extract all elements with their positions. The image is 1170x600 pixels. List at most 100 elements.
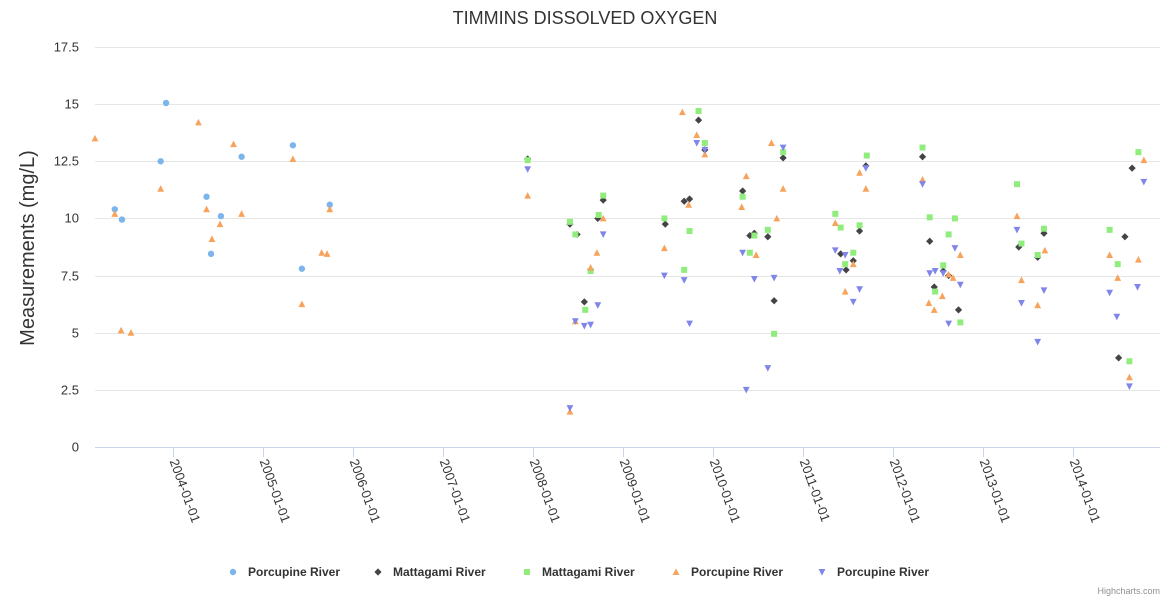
- data-point[interactable]: [779, 144, 787, 152]
- data-point[interactable]: [157, 158, 164, 165]
- data-point[interactable]: [693, 140, 701, 147]
- data-point[interactable]: [230, 140, 237, 148]
- data-point[interactable]: [203, 205, 210, 213]
- data-point[interactable]: [768, 139, 775, 146]
- data-point[interactable]: [118, 216, 126, 223]
- data-point[interactable]: [1121, 233, 1129, 241]
- data-point[interactable]: [693, 131, 701, 138]
- data-point[interactable]: [746, 249, 753, 256]
- data-point[interactable]: [831, 247, 839, 255]
- data-point[interactable]: [1013, 212, 1021, 220]
- data-point[interactable]: [849, 298, 857, 306]
- data-point[interactable]: [764, 365, 772, 372]
- data-point[interactable]: [326, 201, 333, 208]
- data-point[interactable]: [208, 235, 216, 242]
- data-point[interactable]: [572, 231, 579, 238]
- data-point[interactable]: [945, 320, 953, 328]
- data-point[interactable]: [1034, 252, 1041, 258]
- data-point[interactable]: [580, 298, 588, 306]
- data-point[interactable]: [587, 263, 595, 271]
- legend-item-2[interactable]: Mattagami River: [374, 565, 486, 579]
- data-point[interactable]: [945, 270, 953, 278]
- data-point[interactable]: [157, 185, 165, 192]
- data-point[interactable]: [1018, 300, 1025, 307]
- data-point[interactable]: [162, 99, 170, 107]
- data-point[interactable]: [862, 165, 870, 172]
- data-point[interactable]: [956, 251, 964, 258]
- legend-label[interactable]: Mattagami River: [393, 565, 486, 579]
- data-point[interactable]: [1041, 246, 1049, 254]
- data-point[interactable]: [1034, 301, 1042, 309]
- data-point[interactable]: [660, 272, 668, 280]
- data-point[interactable]: [951, 215, 958, 222]
- legend-item-5[interactable]: Porcupine River: [818, 565, 930, 579]
- data-point[interactable]: [850, 249, 857, 256]
- data-point[interactable]: [855, 227, 864, 235]
- data-point[interactable]: [238, 210, 246, 217]
- data-point[interactable]: [856, 222, 863, 229]
- legend-symbol[interactable]: [524, 569, 530, 575]
- data-point[interactable]: [939, 270, 947, 277]
- data-point[interactable]: [1106, 226, 1113, 233]
- data-point[interactable]: [594, 302, 602, 309]
- legend-symbol[interactable]: [672, 568, 680, 575]
- data-point[interactable]: [217, 212, 225, 220]
- data-point[interactable]: [954, 306, 963, 314]
- data-point[interactable]: [289, 142, 297, 149]
- data-point[interactable]: [216, 220, 224, 228]
- data-point[interactable]: [91, 134, 99, 142]
- data-point[interactable]: [752, 251, 760, 258]
- data-point[interactable]: [919, 175, 926, 183]
- data-point[interactable]: [203, 193, 210, 200]
- data-point[interactable]: [599, 231, 607, 239]
- data-point[interactable]: [739, 187, 747, 195]
- data-point[interactable]: [289, 155, 297, 162]
- data-point[interactable]: [832, 210, 839, 217]
- data-point[interactable]: [680, 197, 688, 205]
- data-point[interactable]: [956, 281, 964, 289]
- data-point[interactable]: [746, 231, 754, 240]
- data-point[interactable]: [842, 261, 849, 268]
- data-point[interactable]: [841, 287, 849, 295]
- data-point[interactable]: [582, 306, 589, 313]
- data-point[interactable]: [661, 215, 668, 222]
- data-point[interactable]: [1040, 225, 1047, 232]
- data-point[interactable]: [195, 118, 202, 126]
- data-point[interactable]: [771, 330, 778, 337]
- data-point[interactable]: [863, 152, 870, 159]
- data-point[interactable]: [1135, 149, 1142, 156]
- data-point[interactable]: [695, 108, 702, 114]
- data-point[interactable]: [680, 277, 688, 284]
- data-point[interactable]: [1135, 255, 1142, 263]
- legend-label[interactable]: Porcupine River: [248, 565, 340, 579]
- data-point[interactable]: [739, 249, 747, 257]
- legend-label[interactable]: Mattagami River: [542, 565, 635, 579]
- data-point[interactable]: [932, 288, 939, 295]
- data-point[interactable]: [926, 237, 934, 245]
- data-point[interactable]: [1034, 338, 1042, 346]
- data-point[interactable]: [1114, 261, 1121, 268]
- data-point[interactable]: [1140, 156, 1148, 164]
- data-point[interactable]: [1040, 287, 1048, 295]
- data-point[interactable]: [571, 318, 579, 325]
- data-point[interactable]: [524, 191, 532, 199]
- data-point[interactable]: [856, 169, 863, 176]
- data-point[interactable]: [831, 219, 839, 226]
- data-point[interactable]: [931, 268, 939, 275]
- data-point[interactable]: [862, 185, 870, 192]
- data-point[interactable]: [595, 212, 602, 218]
- data-point[interactable]: [686, 228, 693, 234]
- data-point[interactable]: [1106, 251, 1114, 258]
- data-point[interactable]: [957, 319, 964, 326]
- data-point[interactable]: [1126, 358, 1133, 365]
- legend-symbol[interactable]: [229, 568, 237, 576]
- data-point[interactable]: [660, 244, 668, 252]
- data-point[interactable]: [1106, 289, 1114, 297]
- legend-label[interactable]: Porcupine River: [837, 565, 929, 579]
- data-point[interactable]: [587, 268, 594, 274]
- legend-symbol[interactable]: [818, 569, 826, 576]
- data-point[interactable]: [685, 195, 694, 203]
- data-point[interactable]: [945, 231, 952, 238]
- data-point[interactable]: [930, 306, 938, 313]
- data-point[interactable]: [326, 205, 334, 213]
